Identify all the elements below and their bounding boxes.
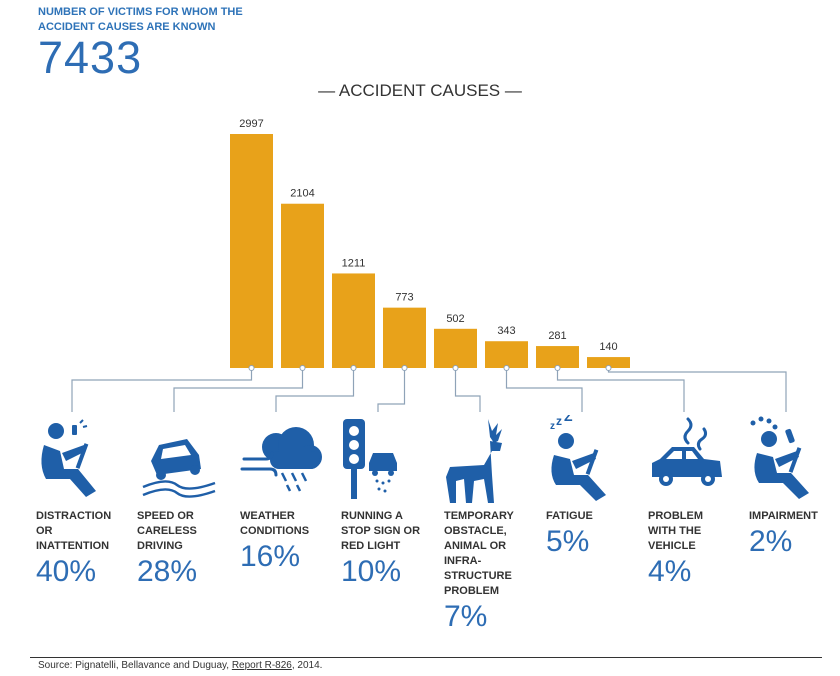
category-label: SPEED OR CARELESS DRIVING [137,510,197,552]
connector-dot [503,365,510,371]
traffic-light-icon [343,419,397,499]
svg-text:z: z [556,415,562,428]
bar-value-label: 1211 [342,257,366,269]
bar-value-label: 502 [446,313,464,325]
category-percent: 40% [36,555,97,588]
chart-title: — ACCIDENT CAUSES — [318,81,522,100]
category-speed: SPEED OR CARELESS DRIVING 28% [137,415,227,588]
connector-line [505,368,583,412]
bar-value-label: 2104 [290,188,314,200]
skidding-car-icon [142,439,216,498]
bar [230,134,273,368]
connector-dot [350,365,357,371]
bar-chart: 2997 2104 1211 773 502 343 281 140 [71,118,787,412]
bar [587,357,630,368]
bar [383,307,426,368]
connector-line [377,368,406,412]
connector-line [607,368,787,412]
category-percent: 7% [444,600,488,633]
bar-value-label: 343 [497,325,515,337]
bar-value-label: 281 [548,330,566,342]
source-text: Source: Pignatelli, Bellavance and Dugua… [38,660,230,671]
category-label: TEMPORARY OBSTACLE, ANIMAL OR INFRA- STR… [444,510,514,597]
connector-dot [248,365,255,371]
footer-divider [30,657,822,658]
category-percent: 4% [648,555,692,588]
total-victims: 7433 [38,32,143,83]
connector-dot [605,365,612,371]
connector-dot [401,365,408,371]
bar [485,341,528,368]
connector-dot [554,365,561,371]
connector-line [71,368,253,412]
category-label: FATIGUE [546,510,593,522]
category-vehicle: PROBLEM WITH THE VEHICLE 4% [648,415,738,588]
source-note: Source: Pignatelli, Bellavance and Dugua… [38,660,322,671]
category-percent: 5% [546,525,590,558]
connector-dot [299,365,306,371]
bar-value-label: 773 [395,292,413,304]
category-percent: 16% [240,540,301,573]
distracted-driver-icon [41,419,96,497]
category-distraction: DISTRACTION OR INATTENTION 40% [36,415,126,588]
category-percent: 2% [749,525,793,558]
connector-line [173,368,304,412]
category-label: RUNNING A STOP SIGN OR RED LIGHT [341,510,421,552]
connector-line [275,368,355,412]
bar-value-label: 140 [599,341,617,353]
smoking-car-icon [652,417,722,486]
category-label: PROBLEM WITH THE VEHICLE [648,510,703,552]
bar-value-label: 2997 [239,118,263,130]
category-obstacle: TEMPORARY OBSTACLE, ANIMAL OR INFRA- STR… [444,415,534,633]
bar [332,273,375,368]
category-label: WEATHER CONDITIONS [240,510,310,537]
connector-line [454,368,481,412]
svg-text:z: z [550,421,555,432]
header-label: NUMBER OF VICTIMS FOR WHOM THE ACCIDENT … [38,6,243,33]
deer-icon [446,419,502,503]
category-stop-sign: RUNNING A STOP SIGN OR RED LIGHT 10% [341,415,431,588]
bar [536,346,579,368]
impaired-driver-icon [750,416,809,499]
category-percent: 28% [137,555,198,588]
category-label: DISTRACTION OR INATTENTION [36,510,112,552]
category-percent: 10% [341,555,402,588]
source-year: , 2014. [291,660,323,671]
category-weather: WEATHER CONDITIONS 16% [240,415,330,573]
category-label: IMPAIRMENT [749,510,818,522]
category-fatigue: z z Z FATIGUE 5% [546,415,636,558]
connector-dot [452,365,459,371]
svg-text:Z: Z [564,415,573,424]
bar [281,203,324,368]
category-impairment: IMPAIRMENT 2% [749,415,839,558]
bar [434,328,477,368]
storm-cloud-icon [240,427,322,492]
header: NUMBER OF VICTIMS FOR WHOM THE ACCIDENT … [38,5,298,81]
tired-driver-icon: z z Z [550,415,606,501]
connector-line [556,368,685,412]
report-link[interactable]: Report R-826 [231,660,292,671]
